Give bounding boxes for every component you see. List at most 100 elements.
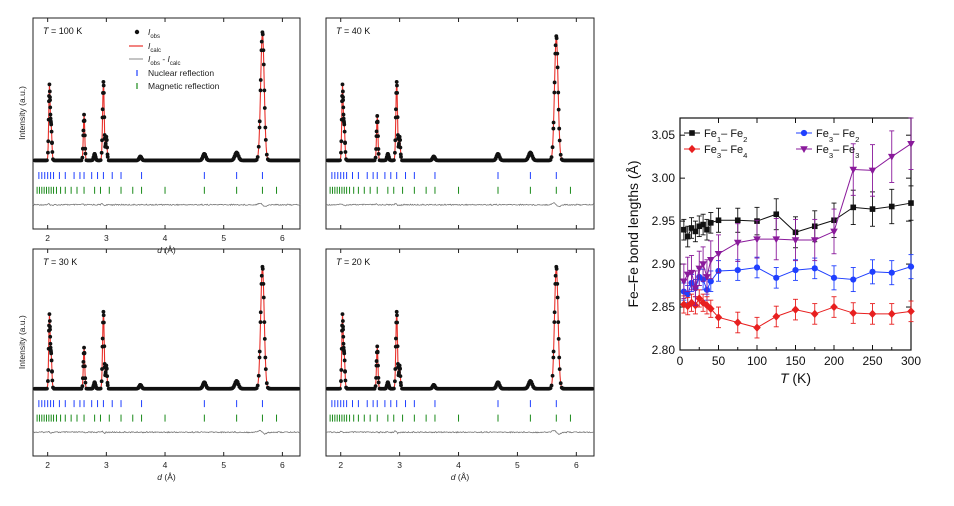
x-tick-label: 300 xyxy=(901,354,921,368)
data-point xyxy=(688,225,695,231)
data-point xyxy=(753,236,761,244)
observed-point xyxy=(376,151,381,156)
observed-point xyxy=(398,380,403,385)
observed-point xyxy=(555,51,560,56)
data-point xyxy=(810,309,819,319)
calculated-profile-line xyxy=(326,34,594,161)
observed-point xyxy=(433,157,438,162)
observed-point xyxy=(394,107,398,112)
observed-point xyxy=(340,82,345,87)
observed-point xyxy=(398,366,402,371)
data-point xyxy=(714,313,723,322)
x-axis: 2 3 4 5 6 d (Å) xyxy=(338,249,579,482)
x-tick-label: 4 xyxy=(163,233,168,243)
observed-point xyxy=(257,125,262,130)
magnetic-reflection-ticks xyxy=(36,414,278,422)
difference-line xyxy=(325,202,595,208)
observed-point xyxy=(50,140,54,145)
axes: 0 50 100 150 200 250 300 2.80 2.85 2.90 2.95 3.00 3.… xyxy=(625,118,921,386)
observed-point xyxy=(98,158,103,163)
data-point xyxy=(772,236,781,244)
observed-point xyxy=(398,374,403,379)
observed-point xyxy=(387,156,392,161)
observed-point xyxy=(140,157,145,162)
x-tick-label: 3 xyxy=(104,233,109,243)
observed-point xyxy=(261,282,266,286)
x-axis-label: d (Å) xyxy=(451,472,470,482)
diffraction-panel-4: 2 3 4 5 6 d (Å) T = 20 K xyxy=(325,248,595,482)
observed-point xyxy=(375,350,380,355)
observed-point xyxy=(104,138,109,143)
observed-point xyxy=(338,386,342,391)
series-fe3-fe2 xyxy=(680,254,915,304)
observed-point xyxy=(94,385,98,389)
observed-point xyxy=(99,379,104,384)
observed-point xyxy=(550,145,555,150)
observed-point xyxy=(555,295,560,300)
observed-point xyxy=(376,134,380,139)
plot-frame xyxy=(325,17,595,230)
observed-point xyxy=(341,105,346,110)
observed-point xyxy=(590,386,595,391)
x-axis-label: d (Å) xyxy=(157,245,176,255)
observed-point xyxy=(531,384,536,389)
observed-point xyxy=(531,156,536,161)
plot-frame xyxy=(325,248,595,457)
observed-point xyxy=(341,119,346,124)
observed-point xyxy=(498,385,503,389)
observed-point xyxy=(556,336,561,341)
observed-point xyxy=(263,137,268,142)
observed-point xyxy=(100,138,104,143)
observed-point xyxy=(258,88,263,93)
observed-point xyxy=(340,312,345,317)
x-tick-label: 200 xyxy=(824,354,844,368)
observed-point xyxy=(376,363,380,368)
observed-point xyxy=(101,83,106,88)
x-tick-label: 2 xyxy=(45,460,50,470)
data-point xyxy=(689,130,695,136)
data-point xyxy=(733,239,742,247)
observed-point xyxy=(398,145,403,150)
nuclear-reflection-ticks xyxy=(38,172,263,180)
observed-point xyxy=(393,379,397,384)
data-point xyxy=(849,166,858,174)
observed-point xyxy=(341,112,346,117)
data-point xyxy=(908,200,914,206)
temperature-label: T = 40 K xyxy=(336,26,370,36)
data-point xyxy=(772,312,781,321)
observed-point xyxy=(98,386,103,391)
observed-point xyxy=(94,156,98,161)
observed-point xyxy=(47,94,51,98)
data-point xyxy=(687,269,696,277)
observed-point xyxy=(204,156,209,161)
observed-point xyxy=(340,89,345,94)
observed-point xyxy=(48,98,52,102)
observed-point xyxy=(99,150,104,155)
observed-point xyxy=(256,144,261,149)
observed-point xyxy=(258,310,263,315)
observed-point xyxy=(83,380,88,385)
observed-point xyxy=(105,145,110,150)
magnetic-reflection-ticks xyxy=(36,186,278,194)
observed-point xyxy=(552,310,557,315)
legend-label: Fe1– Fe2 xyxy=(704,128,747,144)
observed-point xyxy=(50,378,55,383)
observed-point xyxy=(82,133,87,138)
data-point xyxy=(869,206,876,212)
observed-point xyxy=(557,138,562,143)
data-point xyxy=(791,237,800,245)
data-point xyxy=(707,256,715,264)
observed-point xyxy=(558,381,563,386)
observed-point xyxy=(341,348,346,353)
x-tick-label: 4 xyxy=(456,460,461,470)
observed-point xyxy=(553,273,558,278)
data-point xyxy=(800,146,808,153)
bond-length-panel: 0 50 100 150 200 250 300 2.80 2.85 2.90 2.95 3.00 3.… xyxy=(625,117,921,386)
y-tick-label: 3.05 xyxy=(652,128,676,142)
observed-point xyxy=(549,383,554,388)
observed-point xyxy=(262,320,267,325)
observed-point xyxy=(558,152,563,157)
observed-point xyxy=(48,334,53,339)
